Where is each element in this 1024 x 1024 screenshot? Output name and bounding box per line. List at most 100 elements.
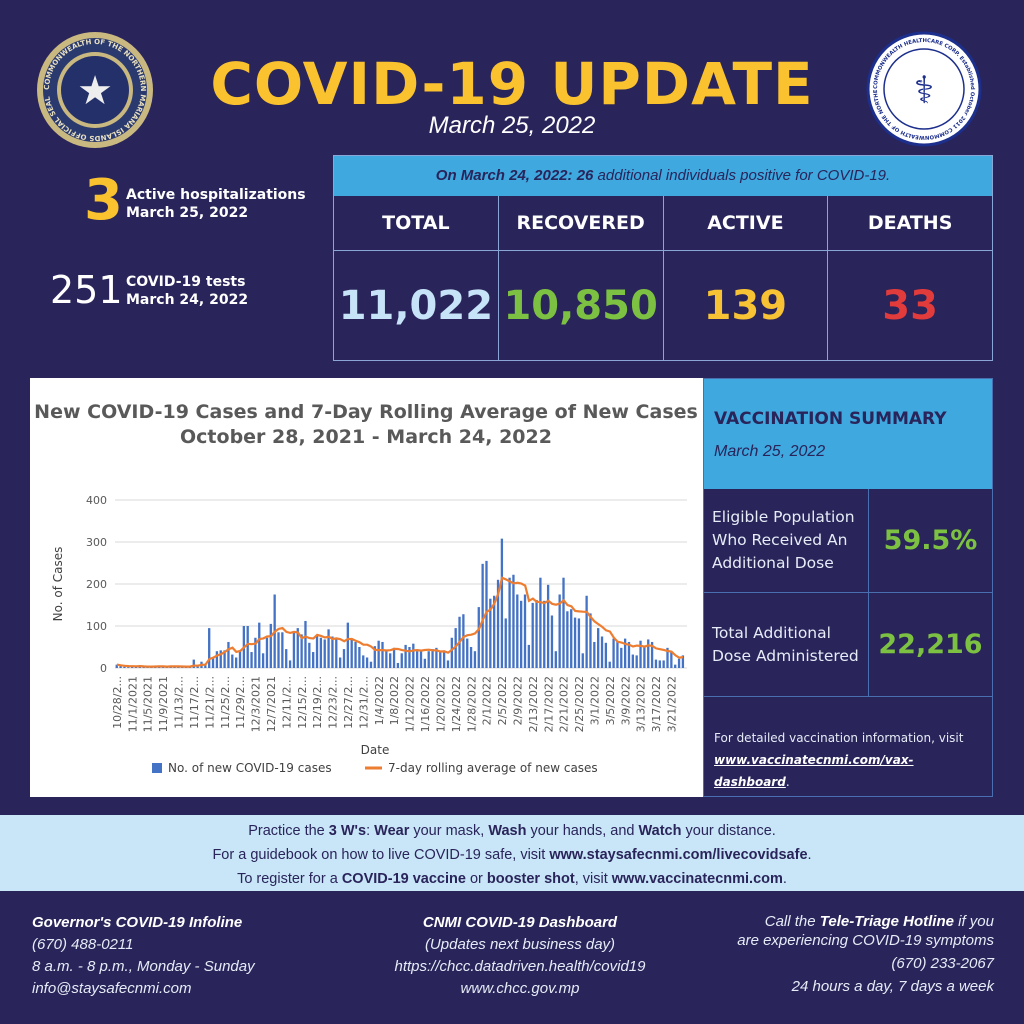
bar: [597, 628, 600, 668]
bar: [358, 647, 361, 668]
bar: [577, 618, 581, 668]
bar: [454, 628, 457, 668]
bar: [231, 654, 234, 668]
banner-line-2: For a guidebook on how to live COVID-19 …: [0, 843, 1024, 867]
x-axis-label: Date: [361, 743, 390, 757]
bar: [258, 622, 261, 668]
bar: [566, 611, 569, 668]
bar: [354, 641, 357, 668]
bar: [308, 642, 311, 668]
stat-value: 11,022: [338, 283, 494, 329]
bar: [392, 647, 396, 668]
bar: [570, 609, 573, 668]
bar: [677, 658, 681, 668]
bar: [246, 626, 249, 668]
bar: [346, 622, 349, 668]
bar: [670, 652, 673, 668]
x-tick-label: 1/28/2022: [465, 676, 478, 732]
tests-label: COVID-19 tests March 24, 2022: [126, 273, 248, 309]
stat-label: TOTAL: [334, 196, 498, 251]
banner-date: On March 24, 2022:: [435, 167, 573, 184]
x-tick-label: 11/29/2...: [234, 676, 247, 729]
bar: [593, 641, 596, 668]
tests-date: March 24, 2022: [126, 292, 249, 308]
bar: [423, 658, 427, 668]
x-tick-label: 10/28/2...: [111, 676, 124, 729]
bar: [500, 538, 504, 668]
bar: [573, 617, 577, 668]
tests-label-text: COVID-19 tests: [126, 274, 246, 290]
bar: [546, 584, 550, 668]
vax-date: March 25, 2022: [714, 443, 826, 460]
bar: [543, 600, 546, 668]
bar: [223, 650, 226, 668]
bar: [281, 632, 284, 668]
bar: [416, 651, 419, 668]
stat-active: ACTIVE 139: [663, 196, 829, 361]
triage-line2: are experiencing COVID-19 symptoms: [737, 932, 994, 949]
bar: [261, 653, 265, 668]
bar: [539, 577, 542, 668]
bar: [674, 664, 677, 668]
banner-emphasis: www.vaccinatecnmi.com: [611, 871, 783, 887]
bar: [616, 641, 619, 668]
dashboard-url[interactable]: https://chcc.datadriven.health/covid19: [394, 958, 646, 975]
bar: [469, 647, 473, 668]
bar: [342, 649, 346, 668]
stat-value: 33: [882, 283, 938, 329]
banner-line-3: To register for a COVID-19 vaccine or bo…: [0, 867, 1024, 891]
x-tick-label: 1/12/2022: [404, 676, 417, 732]
footer-triage: Call the Tele-Triage Hotline if you are …: [737, 912, 994, 996]
x-tick-label: 11/21/2...: [203, 676, 216, 729]
bar: [208, 628, 211, 668]
bar: [312, 652, 315, 668]
bar: [331, 636, 334, 668]
bar: [277, 632, 280, 668]
x-tick-label: 2/13/2022: [527, 676, 540, 732]
infoline-phone[interactable]: (670) 488-0211: [32, 936, 134, 953]
bar: [119, 665, 122, 668]
x-tick-label: 12/11/2...: [280, 676, 293, 729]
bar: [254, 637, 257, 668]
bar: [435, 647, 438, 668]
bar: [558, 594, 561, 668]
infoline-email[interactable]: info@staysafecnmi.com: [32, 980, 192, 997]
bar: [234, 657, 238, 668]
bar: [369, 661, 373, 668]
bar: [658, 660, 661, 668]
x-tick-label: 11/13/2...: [173, 676, 186, 729]
banner-text: For a guidebook on how to live COVID-19 …: [212, 847, 550, 863]
footer-infoline: Governor's COVID-19 Infoline (670) 488-0…: [32, 912, 255, 1000]
bar: [412, 643, 415, 668]
vax-footer: For detailed vaccination information, vi…: [704, 697, 992, 823]
hosp-label-text: Active hospitalizations: [126, 187, 306, 203]
bar: [173, 667, 176, 668]
chcc-site[interactable]: www.chcc.gov.mp: [460, 980, 580, 997]
bar: [535, 599, 538, 668]
x-tick-label: 12/3/2021: [250, 676, 263, 732]
hospitalizations-count: 3: [84, 168, 123, 233]
bar: [504, 618, 507, 668]
bar: [493, 595, 496, 668]
bar: [481, 563, 484, 668]
dashboard-note: (Updates next business day): [424, 936, 616, 953]
daily-positive-banner: On March 24, 2022: 26 additional individ…: [334, 156, 992, 196]
x-tick-label: 12/27/2...: [342, 676, 355, 729]
x-tick-label: 3/21/2022: [666, 676, 679, 732]
legend-bar-label: No. of new COVID-19 cases: [168, 761, 332, 775]
bar: [512, 574, 515, 668]
banner-text: Practice the: [248, 823, 329, 839]
bar: [550, 615, 554, 668]
bar: [427, 651, 430, 668]
legend-bar-swatch: [152, 763, 162, 773]
vax-dashboard-link[interactable]: www.vaccinatecnmi.com/vax-dashboard: [714, 753, 914, 789]
banner-text: your mask,: [409, 823, 489, 839]
bar: [131, 666, 134, 668]
triage-phone[interactable]: (670) 233-2067: [891, 955, 994, 972]
vax-header: VACCINATION SUMMARY March 25, 2022: [704, 379, 992, 489]
bar: [627, 641, 631, 668]
bar: [519, 600, 523, 668]
stat-recovered: RECOVERED 10,850: [498, 196, 664, 361]
x-tick-label: 11/17/2...: [188, 676, 201, 729]
bar: [296, 628, 299, 668]
